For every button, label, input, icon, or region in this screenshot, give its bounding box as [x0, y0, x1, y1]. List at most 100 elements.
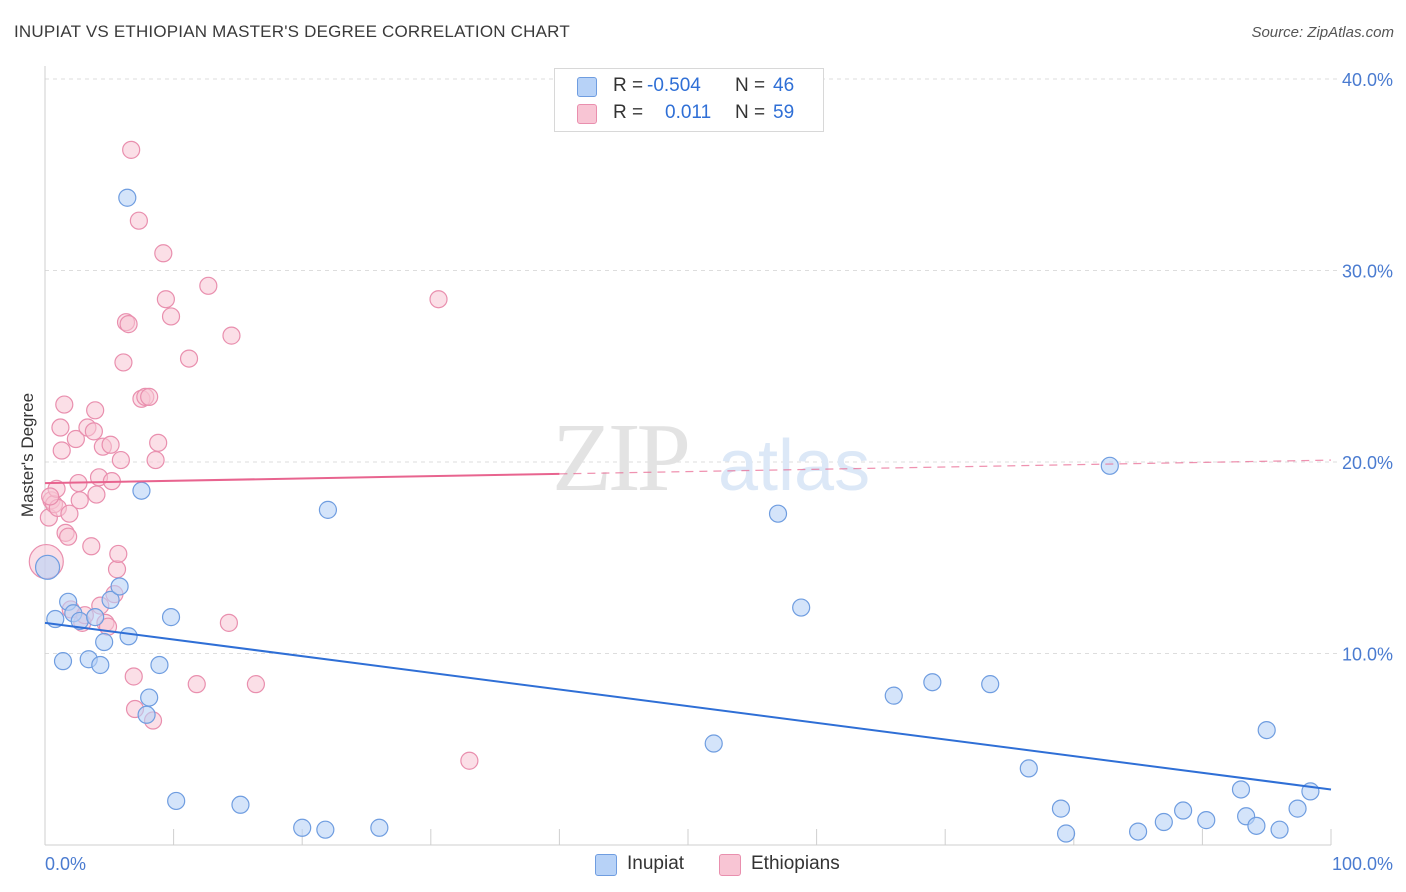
- ethiopians-point: [124, 667, 143, 686]
- inupiat-point: [884, 686, 903, 705]
- inupiat-point: [132, 481, 151, 500]
- ethiopians-point: [119, 315, 138, 334]
- n-label: N =: [735, 75, 766, 96]
- inupiat-point: [231, 795, 250, 814]
- inupiat-points: [34, 188, 1320, 843]
- inupiat-point: [1197, 811, 1216, 830]
- ethiopians-point: [52, 441, 71, 460]
- inupiat-point: [1247, 816, 1266, 835]
- n-label: N =: [735, 102, 766, 123]
- ethiopians-points: [28, 140, 479, 770]
- inupiat-point: [34, 554, 61, 580]
- inupiat-point: [1128, 822, 1148, 841]
- inupiat-swatch: [577, 77, 597, 97]
- inupiat-point: [1257, 720, 1276, 740]
- ethiopians-point: [86, 401, 105, 420]
- watermark-zip: ZIP: [552, 404, 687, 512]
- inupiat-point: [1100, 456, 1119, 475]
- ethiopians-point: [246, 675, 266, 694]
- trend-lines: [44, 459, 1332, 791]
- source-label: Source: ZipAtlas.com: [1251, 24, 1394, 41]
- inupiat-point: [318, 500, 338, 519]
- watermark-atlas: atlas: [718, 426, 870, 506]
- ethiopians-point: [66, 429, 85, 449]
- inupiat-point: [1019, 759, 1038, 778]
- inupiat-point: [119, 627, 138, 646]
- ethiopians-point: [111, 450, 130, 470]
- inupiat-point: [293, 818, 312, 837]
- n-value: 59: [773, 102, 795, 123]
- inupiat-point: [792, 598, 811, 617]
- axes: [44, 66, 1332, 846]
- ethiopians-point: [55, 395, 74, 414]
- ethiopians-trend-line: [44, 472, 560, 485]
- ethiopians-point: [129, 211, 148, 230]
- inupiat-point: [316, 820, 335, 839]
- ethiopians-point: [146, 450, 165, 470]
- ethiopians-point: [222, 326, 241, 345]
- inupiat-legend-swatch: [595, 854, 617, 876]
- ethiopians-legend-label: Ethiopians: [751, 853, 840, 874]
- ethiopians-point: [149, 433, 168, 452]
- ethiopians-point: [59, 527, 78, 546]
- x-tick-label: 100.0%: [1332, 854, 1393, 874]
- inupiat-point: [1231, 780, 1251, 799]
- ethiopians-point: [82, 537, 101, 556]
- ethiopians-point: [84, 422, 103, 441]
- ethiopians-legend-swatch: [719, 854, 741, 876]
- r-value: -0.504: [647, 75, 701, 96]
- inupiat-point: [91, 655, 110, 675]
- inupiat-point: [370, 818, 389, 837]
- y-axis-label: Master's Degree: [18, 393, 37, 517]
- r-value: 0.011: [665, 102, 712, 123]
- ethiopians-point: [107, 560, 127, 579]
- inupiat-point: [95, 632, 114, 652]
- ethiopians-point: [179, 349, 199, 368]
- inupiat-legend-label: Inupiat: [627, 853, 685, 874]
- inupiat-point: [140, 688, 159, 707]
- ethiopians-point: [41, 487, 60, 506]
- inupiat-point: [161, 608, 181, 627]
- ethiopians-point: [122, 140, 141, 159]
- ethiopians-point: [60, 504, 79, 523]
- watermark: ZIP atlas: [552, 404, 870, 512]
- inupiat-point: [53, 652, 73, 671]
- ethiopians-swatch: [577, 104, 597, 124]
- x-tick-label: 0.0%: [45, 854, 86, 874]
- inupiat-point: [86, 608, 105, 627]
- y-tick-label: 30.0%: [1342, 262, 1393, 282]
- inupiat-point: [704, 734, 723, 753]
- inupiat-point: [1154, 812, 1173, 832]
- inupiat-point: [137, 705, 156, 724]
- r-label: R =: [613, 75, 644, 96]
- y-tick-label: 40.0%: [1342, 70, 1393, 90]
- ethiopians-point: [219, 613, 238, 632]
- ethiopians-point: [109, 544, 128, 564]
- ethiopians-point: [460, 751, 479, 770]
- ethiopians-point: [199, 276, 218, 295]
- inupiat-point: [1056, 824, 1076, 843]
- inupiat-point: [981, 675, 1000, 694]
- inupiat-point: [110, 577, 129, 596]
- inupiat-point: [1174, 801, 1193, 820]
- inupiat-point: [1270, 820, 1289, 839]
- ethiopians-point: [51, 418, 70, 437]
- ethiopians-point: [101, 435, 120, 454]
- ethiopians-point: [156, 290, 175, 309]
- ethiopians-point: [429, 290, 448, 309]
- n-value: 46: [773, 75, 795, 96]
- ethiopians-point: [70, 491, 89, 510]
- ethiopians-point: [114, 353, 133, 372]
- inupiat-point: [768, 504, 788, 523]
- inupiat-trend-line: [44, 621, 1332, 791]
- chart-title: INUPIAT VS ETHIOPIAN MASTER'S DEGREE COR…: [14, 22, 570, 41]
- ethiopians-point: [161, 307, 181, 326]
- correlation-legend: R = -0.504 N = 46 R = 0.011 N = 59: [554, 68, 824, 132]
- r-label: R =: [613, 102, 644, 123]
- ethiopians-point: [140, 387, 159, 406]
- inupiat-point: [923, 673, 942, 692]
- inupiat-point: [150, 655, 169, 675]
- inupiat-point: [118, 188, 137, 207]
- inupiat-point: [101, 590, 120, 609]
